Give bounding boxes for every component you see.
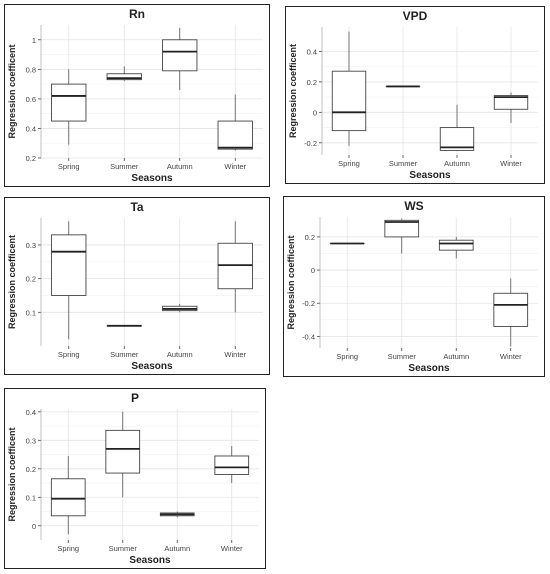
x-axis-title: Seasons (408, 363, 450, 374)
chart-svg: 0.1 0.2 0.3 Spring Summer Autumn Winter Seasons… (7, 218, 263, 372)
y-tick-label: 0.2 (307, 78, 317, 87)
chart-title: P (130, 391, 139, 405)
chart-title: Rn (129, 7, 145, 21)
y-tick-label: 0.2 (305, 233, 315, 242)
chart-panel-rn: Rn 0.2 0.4 0.6 0.8 1 Spring Summer Autumn Winter… (4, 4, 270, 187)
box-winter (493, 278, 529, 347)
x-tick-label: Autumn (167, 350, 193, 359)
x-tick-label: Summer (109, 544, 138, 553)
x-tick-label: Spring (58, 350, 80, 359)
box-autumn (438, 236, 474, 259)
chart-panel-p: P 0 0.1 0.2 0.3 0.4 Spring Summer Autumn Winter S… (4, 388, 266, 569)
box-spring (331, 31, 367, 146)
box-spring (50, 455, 86, 535)
y-tick-label: 0.4 (26, 408, 36, 417)
y-tick-label: 0.4 (26, 124, 36, 133)
y-axis-title: Regression coefficent (288, 44, 298, 138)
x-tick-label: Autumn (167, 162, 193, 171)
x-tick-label: Summer (389, 159, 418, 168)
x-axis-title: Seasons (131, 361, 173, 372)
y-tick-label: 0.8 (26, 65, 36, 74)
y-tick-label: -0.2 (302, 299, 315, 308)
y-tick-label: 1 (32, 36, 36, 45)
box-iqr (106, 73, 142, 81)
chart-panel-vpd: VPD -0.2 0 0.2 0.4 Spring Summer Autumn Winter S… (285, 6, 545, 184)
box-summer (105, 411, 141, 498)
x-tick-label: Summer (388, 352, 417, 361)
box-iqr (331, 70, 367, 132)
y-axis-title: Regression coefficent (7, 44, 17, 138)
x-tick-label: Spring (338, 159, 360, 168)
y-tick-label: 0.2 (26, 154, 36, 163)
box-iqr (162, 39, 198, 72)
x-tick-label: Spring (57, 544, 79, 553)
box-iqr (50, 478, 86, 517)
box-iqr (214, 455, 250, 475)
x-tick-label: Spring (58, 162, 80, 171)
x-tick-label: Autumn (164, 544, 190, 553)
box-spring (51, 221, 87, 340)
x-tick-label: Autumn (443, 352, 469, 361)
box-iqr (438, 239, 474, 251)
y-tick-label: 0.2 (26, 275, 36, 284)
grid (320, 217, 538, 348)
box-iqr (493, 292, 529, 327)
chart-panel-ta: Ta 0.1 0.2 0.3 Spring Summer Autumn Winter Seas… (4, 197, 270, 375)
box-summer (106, 66, 142, 82)
x-axis-title: Seasons (131, 173, 173, 184)
y-axis-title: Regression coefficent (7, 427, 17, 521)
x-tick-label: Autumn (444, 159, 470, 168)
box-iqr (384, 219, 420, 238)
y-axis-title: Regression coefficent (286, 235, 296, 329)
x-axis-title: Seasons (129, 555, 171, 566)
box-iqr (51, 234, 87, 296)
box-spring (51, 69, 87, 145)
x-tick-label: Winter (500, 159, 522, 168)
y-tick-label: 0.4 (307, 47, 317, 56)
chart-svg: 0 0.1 0.2 0.3 0.4 Spring Summer Autumn Winter Sea… (7, 408, 259, 566)
x-tick-label: Winter (224, 350, 246, 359)
y-tick-label: 0.3 (26, 241, 36, 250)
chart-panel-ws: WS -0.4 -0.2 0 0.2 Spring Summer Autumn Winter S… (283, 196, 545, 377)
box-autumn (159, 511, 195, 518)
y-tick-label: 0.3 (26, 436, 36, 445)
y-tick-label: 0.6 (26, 95, 36, 104)
box-iqr (105, 429, 141, 474)
y-axis-title: Regression coefficent (7, 235, 17, 329)
box-autumn (439, 104, 475, 151)
box-iqr (51, 83, 87, 122)
box-iqr (217, 120, 253, 150)
x-tick-label: Summer (110, 350, 139, 359)
x-tick-label: Winter (224, 162, 246, 171)
x-tick-label: Summer (110, 162, 139, 171)
box-summer (384, 218, 420, 254)
x-axis-title: Seasons (409, 170, 451, 181)
chart-title: VPD (402, 9, 428, 23)
box-winter (217, 221, 253, 313)
chart-title: Ta (130, 200, 144, 214)
chart-title: WS (404, 199, 424, 213)
box-winter (214, 446, 250, 484)
y-tick-label: 0 (313, 108, 317, 117)
box-winter (217, 94, 253, 151)
y-tick-label: 0.1 (26, 308, 36, 317)
y-tick-label: -0.2 (304, 139, 317, 148)
chart-svg: -0.2 0 0.2 0.4 Spring Summer Autumn Winter Seaso… (288, 27, 538, 181)
box-winter (493, 92, 529, 123)
x-tick-label: Winter (500, 352, 522, 361)
chart-svg: -0.4 -0.2 0 0.2 Spring Summer Autumn Winter Seas… (286, 217, 538, 374)
y-tick-label: 0.2 (26, 465, 36, 474)
y-tick-label: 0 (32, 522, 36, 531)
y-tick-label: -0.4 (302, 332, 315, 341)
box-autumn (162, 303, 198, 313)
x-tick-label: Winter (221, 544, 243, 553)
box-iqr (493, 95, 529, 110)
box-autumn (162, 27, 198, 91)
y-tick-label: 0.1 (26, 493, 36, 502)
y-tick-label: 0 (311, 266, 315, 275)
box-iqr (439, 127, 475, 151)
x-tick-label: Spring (336, 352, 358, 361)
chart-svg: 0.2 0.4 0.6 0.8 1 Spring Summer Autumn Winter Sea… (7, 25, 263, 184)
